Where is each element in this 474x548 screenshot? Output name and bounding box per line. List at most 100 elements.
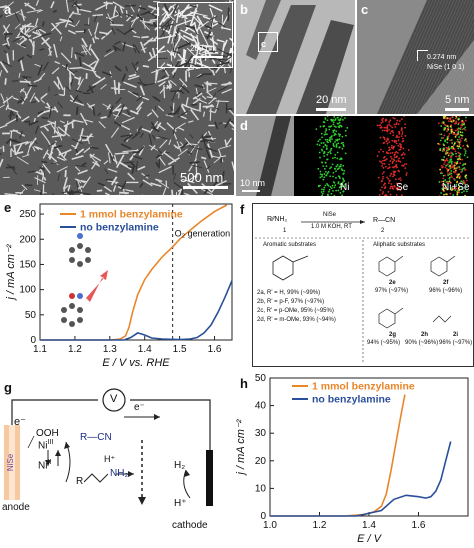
- aromatic-row: 2b, R' = p-F, 97% (~97%): [257, 299, 325, 305]
- voltmeter-symbol: V: [110, 393, 118, 405]
- h2-label: H₂: [174, 460, 186, 471]
- plot-frame: [39, 203, 233, 341]
- lattice-marker: [417, 50, 428, 61]
- panel-c-hrtem-image: c 0.274 nm NiSe (1 0 1) 5 nm: [357, 0, 474, 114]
- series-line-benzylamine: [270, 394, 406, 517]
- aliphatic-id: 2g: [389, 332, 397, 338]
- y-tick-label: 0: [30, 335, 36, 346]
- lattice-plane: NiSe (1 0 1): [427, 64, 465, 71]
- panel-g-schematic: [4, 388, 213, 506]
- x-tick-label: 1.6: [208, 344, 222, 355]
- aromatic-header: Aromatic substrates: [263, 242, 317, 248]
- panel-c-scale-bar: [445, 108, 469, 111]
- x-tick-label: 1.6: [412, 520, 426, 531]
- aliphatic-id: 2i: [453, 332, 459, 338]
- y-tick-label: 50: [255, 373, 267, 384]
- rcn-label: R—CN: [80, 432, 112, 443]
- x-axis-label: E / V: [357, 533, 383, 545]
- y-tick-label: 30: [255, 428, 267, 439]
- ni2-oxidation: II: [47, 459, 52, 466]
- aromatic-row: 2d, R' = m-OMe, 93% (~94%): [257, 317, 336, 323]
- aliphatic-yield: 94% (~95%): [367, 340, 401, 346]
- y-tick-label: 50: [25, 310, 37, 321]
- x-tick-label: 1.5: [173, 344, 187, 355]
- x-tick-label: 1.2: [68, 344, 82, 355]
- panel-c-label: c: [361, 2, 369, 17]
- series-line-no-benzylamine: [40, 280, 233, 341]
- legend-label: no benzylamine: [312, 394, 391, 406]
- anode-label: anode: [2, 502, 30, 513]
- main-scale-text: 500 nm: [180, 170, 224, 185]
- panel-a-label: a: [4, 2, 12, 17]
- benzylamine-molecule-icon: [69, 233, 91, 267]
- x-axis-label: E / V vs. RHE: [102, 357, 170, 369]
- legend-label: 1 mmol benzylamine: [312, 381, 415, 393]
- panel-d-scale-bar: [242, 190, 260, 192]
- eds-ni-map: [296, 116, 354, 196]
- x-tick-label: 1.4: [362, 520, 376, 531]
- eds-overlay-map: [416, 116, 474, 196]
- panel-e-label: e: [4, 200, 12, 215]
- aromatic-row: 2c, R' = p-OMe, 95% (~95%): [257, 308, 334, 314]
- eds-ni-label: Ni: [340, 182, 350, 193]
- panel-d-eds: d 10 nm Ni Se Ni+Se: [236, 116, 474, 196]
- panel-b-zoom-box: [258, 32, 278, 52]
- aliphatic-id: 2e: [389, 280, 396, 286]
- ni2-label: NiII: [38, 459, 51, 471]
- panel-h-chart: 1.0 1.2 1.4 1.6 0 10 20 30 40 50 E / V j / mA cm⁻² 1…: [236, 373, 469, 545]
- panel-b-label: b: [240, 2, 248, 17]
- nise-label: NiSe: [6, 453, 16, 472]
- y-tick-label: 40: [255, 401, 267, 412]
- inset-scale-text: 200 nm: [190, 44, 217, 53]
- y-axis-label: j / mA cm⁻²: [236, 419, 247, 476]
- aromatic-row: 2a, R' = H, 99% (~99%): [257, 290, 321, 296]
- tem-b-texture: [246, 0, 354, 114]
- eds-nise-label: Ni+Se: [442, 182, 470, 193]
- y-tick-label: 250: [19, 209, 36, 220]
- aliphatic-id: 2h: [421, 332, 429, 338]
- y-tick-label: 200: [19, 234, 36, 245]
- o2-generation-annotation: O₂ generation: [175, 229, 231, 239]
- y-tick-label: 100: [19, 285, 36, 296]
- electron-anode-label: e⁻: [14, 416, 26, 428]
- scheme-graphics: [255, 220, 471, 364]
- scheme-conditions: 1.0 M KOH, RT: [311, 224, 352, 230]
- cathode-label: cathode: [172, 520, 208, 531]
- panel-d-scale-text: 10 nm: [240, 178, 266, 188]
- scheme-num2: 2: [381, 228, 385, 234]
- eds-se-label: Se: [396, 182, 409, 193]
- ni3-oxidation: III: [47, 439, 54, 446]
- panel-a-inset: [157, 2, 233, 68]
- nitrile-molecule-icon: [61, 293, 83, 327]
- panel-e-chart: 1.1 1.2 1.3 1.4 1.5 1.6 0 50 100 150 200 250 E / V v…: [5, 203, 233, 369]
- panel-d-label: d: [240, 118, 248, 133]
- x-tick-label: 1.2: [313, 520, 327, 531]
- hplus-cathode-label: H⁺: [174, 498, 187, 509]
- ni3-symbol: Ni: [38, 440, 48, 452]
- aliphatic-yield: 96% (~96%): [429, 288, 463, 294]
- x-tick-label: 1.1: [33, 344, 47, 355]
- aliphatic-header: Aliphatic substrates: [373, 242, 426, 248]
- main-scale-bar: [183, 186, 228, 189]
- aliphatic-yield: 96% (~97%): [439, 340, 473, 346]
- panel-b-box-label: c: [261, 39, 267, 49]
- scheme-num1: 1: [283, 228, 287, 234]
- y-tick-label: 150: [19, 259, 36, 270]
- y-axis-label: j / mA cm⁻²: [5, 244, 17, 301]
- panel-b-tem-image: c b 20 nm: [236, 0, 355, 114]
- x-tick-label: 1.3: [103, 344, 117, 355]
- panel-g-label: g: [4, 380, 12, 395]
- eds-se-map: [356, 116, 414, 196]
- ni3-label: NiIII: [38, 439, 53, 451]
- panel-a-sem-image: a 200 nm 500 nm: [0, 0, 234, 195]
- aliphatic-yield: 90% (~96%): [405, 340, 439, 346]
- scheme-product: R—CN: [373, 217, 396, 224]
- eds-tem-image: [236, 116, 294, 196]
- hplus-label: H⁺: [104, 454, 116, 464]
- y-tick-label: 0: [260, 511, 266, 522]
- ooh-label: OOH: [36, 428, 59, 439]
- scheme-box: R⁄⁄NH₂ NiSe 1.0 M KOH, RT R—CN 1 2 Aroma…: [252, 203, 474, 367]
- x-tick-label: 1.0: [263, 520, 277, 531]
- legend-label: no benzylamine: [80, 222, 159, 234]
- electron-top-label: e⁻: [134, 402, 145, 413]
